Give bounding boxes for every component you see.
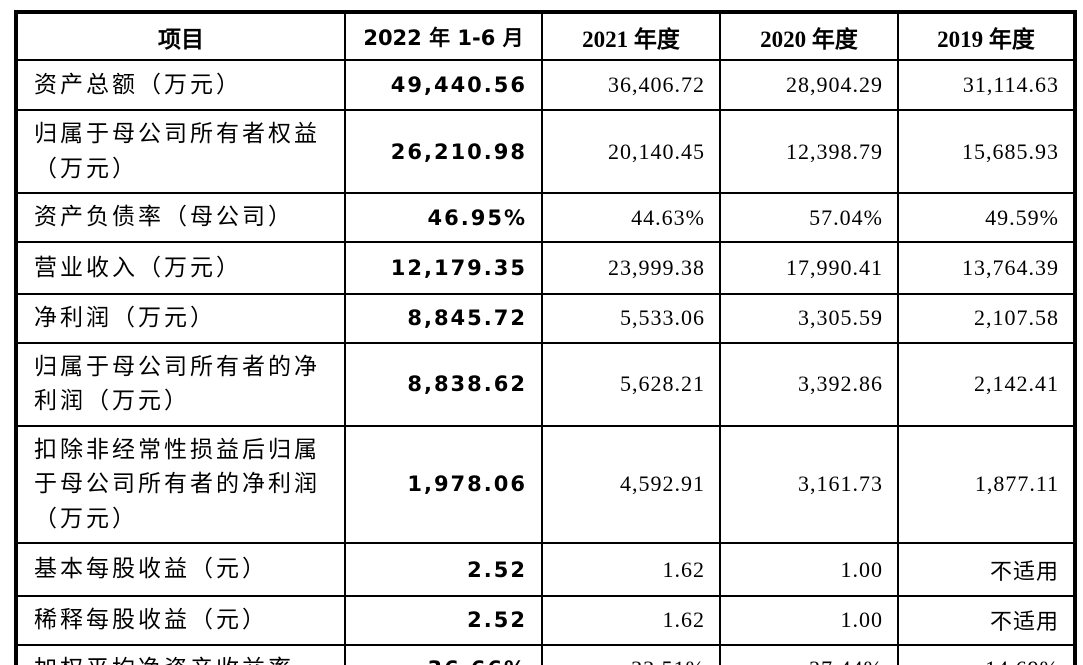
cell-2020: 1.00 <box>719 542 899 597</box>
cell-2020: 57.04% <box>719 192 899 243</box>
cell-2022: 8,845.72 <box>344 293 543 344</box>
cell-2021: 20,140.45 <box>541 109 721 194</box>
cell-2019: 不适用 <box>897 595 1076 646</box>
cell-2019: 2,107.58 <box>897 293 1076 344</box>
cell-2019: 13,764.39 <box>897 241 1076 295</box>
cell-2021: 44.63% <box>541 192 721 243</box>
cell-2022: 12,179.35 <box>344 241 543 295</box>
cell-2022: 1,978.06 <box>344 424 543 544</box>
cell-2020: 3,392.86 <box>719 341 899 427</box>
cell-2020: 28,904.29 <box>719 59 899 111</box>
cell-2019: 15,685.93 <box>897 109 1076 194</box>
cell-2021: 5,533.06 <box>541 293 721 344</box>
cell-2021: 33.51% <box>541 643 721 665</box>
row-label: 归属于母公司所有者权益（万元） <box>15 109 346 194</box>
table-row-basic-eps: 基本每股收益（元） 2.52 1.62 1.00 不适用 <box>15 542 1076 597</box>
row-label: 基本每股收益（元） <box>15 542 346 597</box>
table-row-weighted-roe: 加权平均净资产收益率 36.66% 33.51% 27.44% 14.69% <box>15 643 1076 665</box>
cell-2020: 12,398.79 <box>719 109 899 194</box>
cell-2020: 27.44% <box>719 643 899 665</box>
row-label: 净利润（万元） <box>15 293 346 344</box>
header-2021: 2021 年度 <box>541 11 721 61</box>
cell-2019: 14.69% <box>897 643 1076 665</box>
table-row-net-profit: 净利润（万元） 8,845.72 5,533.06 3,305.59 2,107… <box>15 293 1076 344</box>
cell-2022: 26,210.98 <box>344 109 543 194</box>
table-row-diluted-eps: 稀释每股收益（元） 2.52 1.62 1.00 不适用 <box>15 595 1076 646</box>
cell-2022: 8,838.62 <box>344 341 543 427</box>
header-2019: 2019 年度 <box>897 11 1076 61</box>
row-label: 扣除非经常性损益后归属于母公司所有者的净利润（万元） <box>15 424 346 544</box>
cell-2021: 36,406.72 <box>541 59 721 111</box>
table-row-parent-equity: 归属于母公司所有者权益（万元） 26,210.98 20,140.45 12,3… <box>15 109 1076 194</box>
table-row-debt-ratio: 资产负债率（母公司） 46.95% 44.63% 57.04% 49.59% <box>15 192 1076 243</box>
header-2020: 2020 年度 <box>719 11 899 61</box>
cell-2022: 49,440.56 <box>344 59 543 111</box>
row-label: 营业收入（万元） <box>15 241 346 295</box>
cell-2019: 49.59% <box>897 192 1076 243</box>
header-item: 项目 <box>15 11 346 61</box>
cell-2021: 5,628.21 <box>541 341 721 427</box>
cell-2021: 1.62 <box>541 542 721 597</box>
cell-2019: 1,877.11 <box>897 424 1076 544</box>
row-label: 资产负债率（母公司） <box>15 192 346 243</box>
cell-2022: 36.66% <box>344 643 543 665</box>
cell-2020: 3,161.73 <box>719 424 899 544</box>
table-row-revenue: 营业收入（万元） 12,179.35 23,999.38 17,990.41 1… <box>15 241 1076 295</box>
cell-2021: 23,999.38 <box>541 241 721 295</box>
header-row: 项目 2022 年 1-6 月 2021 年度 2020 年度 2019 年度 <box>15 11 1076 61</box>
cell-2020: 17,990.41 <box>719 241 899 295</box>
cell-2020: 3,305.59 <box>719 293 899 344</box>
cell-2019: 2,142.41 <box>897 341 1076 427</box>
row-label: 稀释每股收益（元） <box>15 595 346 646</box>
row-label: 加权平均净资产收益率 <box>15 643 346 665</box>
table-row-deducted-net-profit: 扣除非经常性损益后归属于母公司所有者的净利润（万元） 1,978.06 4,59… <box>15 424 1076 544</box>
cell-2022: 2.52 <box>344 595 543 646</box>
cell-2021: 4,592.91 <box>541 424 721 544</box>
header-2022-h1: 2022 年 1-6 月 <box>344 11 543 61</box>
row-label: 归属于母公司所有者的净利润（万元） <box>15 341 346 427</box>
cell-2019: 31,114.63 <box>897 59 1076 111</box>
financial-summary-table: 项目 2022 年 1-6 月 2021 年度 2020 年度 2019 年度 … <box>14 10 1077 665</box>
cell-2022: 46.95% <box>344 192 543 243</box>
cell-2020: 1.00 <box>719 595 899 646</box>
row-label: 资产总额（万元） <box>15 59 346 111</box>
table-row-total-assets: 资产总额（万元） 49,440.56 36,406.72 28,904.29 3… <box>15 59 1076 111</box>
cell-2022: 2.52 <box>344 542 543 597</box>
cell-2021: 1.62 <box>541 595 721 646</box>
cell-2019: 不适用 <box>897 542 1076 597</box>
table-row-parent-net-profit: 归属于母公司所有者的净利润（万元） 8,838.62 5,628.21 3,39… <box>15 341 1076 427</box>
